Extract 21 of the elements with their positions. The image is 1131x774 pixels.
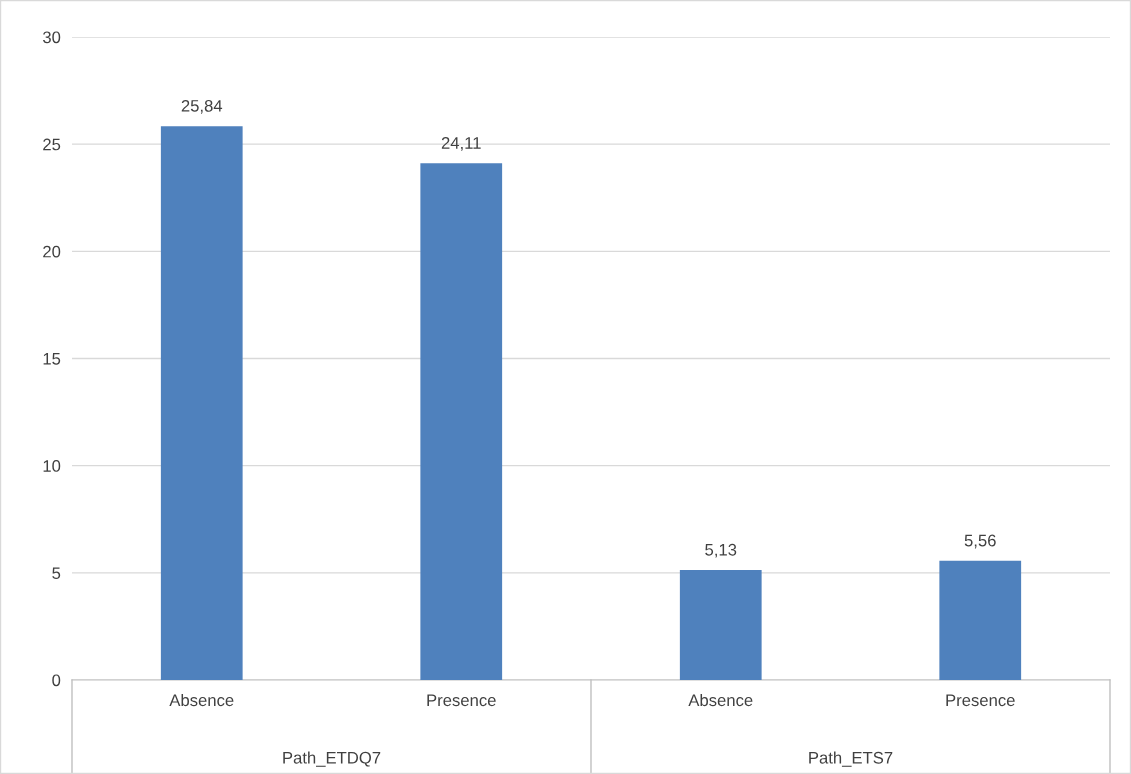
y-tick-label: 30 [42, 31, 61, 44]
data-label: 5,56 [964, 534, 996, 549]
bar [160, 126, 243, 680]
bar [679, 570, 762, 680]
data-label: 5,13 [705, 543, 737, 558]
y-tick-label: 0 [52, 674, 61, 687]
text: Path_ETDQ7 [283, 751, 381, 767]
y-tick-label: 15 [43, 353, 61, 365]
x-tick-label: Absence [169, 693, 234, 707]
x-tick-label: Presence [946, 694, 1015, 707]
bar [939, 560, 1022, 680]
y-tick-label: 20 [43, 245, 61, 258]
data-label: 24,11 [441, 137, 481, 151]
text: Path_ETS7 [809, 751, 893, 767]
y-tick-label: 10 [43, 460, 61, 472]
x-tick-label: Presence [427, 694, 496, 707]
y-tick-label: 5 [52, 567, 61, 580]
bar [420, 163, 503, 680]
data-label: 25,84 [181, 99, 223, 114]
x-tick-label: Absence [688, 693, 753, 707]
y-tick-label: 25 [43, 138, 61, 151]
